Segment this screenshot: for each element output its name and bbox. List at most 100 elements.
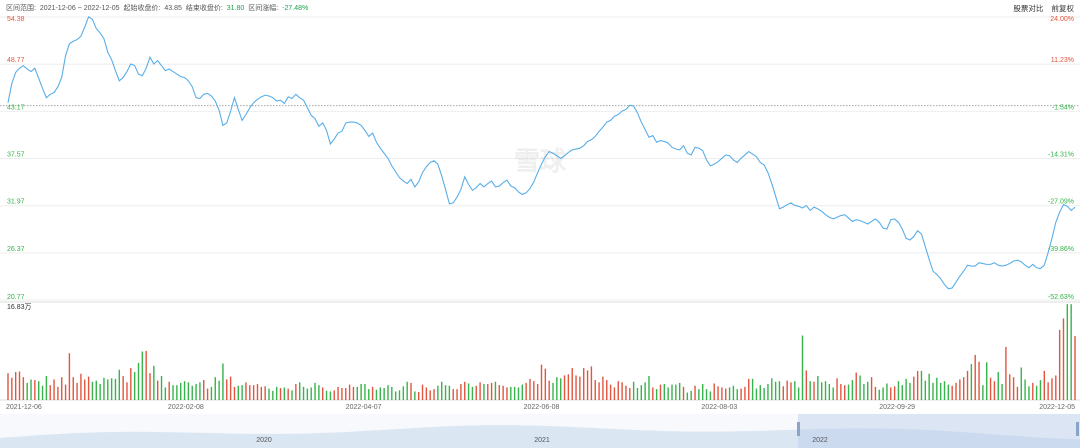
- volume-bar: [295, 384, 297, 400]
- volume-bar: [613, 387, 616, 400]
- volume-bar: [936, 377, 938, 400]
- volume-bar: [617, 381, 619, 400]
- price-tick-label: 31.97: [7, 199, 25, 206]
- volume-bar: [187, 382, 190, 400]
- volume-bar: [970, 364, 973, 400]
- volume-bar: [456, 389, 458, 400]
- volume-bar: [913, 376, 915, 400]
- volume-bar: [506, 387, 508, 400]
- volume-bar: [859, 375, 861, 400]
- volume-bar: [41, 385, 44, 400]
- volume-bar: [322, 387, 324, 400]
- date-axis: 2021-12-06 2022-02-08 2022-04-07 2022-06-08…: [6, 404, 1075, 411]
- volume-bar: [1024, 379, 1026, 400]
- volume-bar: [490, 382, 493, 400]
- volume-bar: [525, 382, 527, 400]
- volume-bar: [682, 386, 685, 400]
- volume-bar: [460, 384, 462, 400]
- volume-bar: [1012, 377, 1015, 400]
- volume-bar: [824, 381, 827, 400]
- volume-bar: [475, 385, 477, 400]
- volume-bar: [429, 390, 431, 400]
- volume-bar: [813, 381, 815, 400]
- volume-bar: [391, 386, 393, 400]
- price-volume-chart[interactable]: 雪球 54.38 48.77 43.17 37.57 31.97 26.37 20.77 2…: [0, 0, 1080, 414]
- volume-bar: [962, 377, 965, 400]
- volume-bar: [72, 377, 74, 400]
- navigator-left-handle[interactable]: [797, 422, 800, 436]
- volume-bar: [176, 385, 178, 400]
- volume-bar: [314, 382, 316, 400]
- volume-bar: [947, 384, 950, 400]
- volume-bar: [836, 378, 838, 400]
- percent-tick-label: -27.09%: [1048, 199, 1074, 206]
- volume-bar: [379, 387, 381, 400]
- volume-bar: [49, 385, 51, 400]
- volume-bar: [671, 384, 673, 400]
- volume-bar: [1001, 384, 1003, 400]
- volume-bar: [306, 388, 309, 400]
- percent-axis: 24.00% 11.23% -1.54% -14.31% -27.09% -39.86% -…: [1048, 16, 1074, 301]
- volume-bar: [529, 378, 531, 400]
- percent-tick-label: -52.63%: [1048, 294, 1074, 301]
- forward-adjust-button[interactable]: 前复权: [1051, 4, 1075, 13]
- volume-bar: [801, 335, 804, 400]
- volume-bar: [905, 378, 907, 400]
- volume-bar: [959, 379, 961, 400]
- volume-bar: [137, 362, 140, 400]
- navigator-right-handle[interactable]: [1076, 422, 1079, 436]
- volume-bar: [790, 382, 792, 400]
- volume-bar: [997, 372, 999, 400]
- volume-bar: [406, 381, 408, 400]
- volume-bar: [26, 382, 28, 400]
- volume-bar: [521, 384, 524, 400]
- navigator-year-labels: 2020 2021 2022: [256, 437, 828, 444]
- date-tick-label: 2021-12-06: [6, 404, 42, 411]
- volume-bar: [126, 382, 128, 400]
- volume-bar: [414, 391, 416, 400]
- volume-bar: [820, 382, 823, 400]
- volume-bar: [717, 386, 719, 400]
- date-tick-label: 2022-09-29: [879, 404, 915, 411]
- volume-bar: [133, 372, 136, 400]
- volume-bar: [513, 386, 516, 400]
- volume-bar: [548, 380, 550, 400]
- volume-bar: [667, 387, 669, 400]
- volume-bar: [214, 377, 216, 400]
- percent-tick-label: -14.31%: [1048, 152, 1074, 159]
- volume-bar: [337, 386, 339, 400]
- volume-bar: [494, 381, 497, 400]
- volume-bar: [1032, 382, 1034, 400]
- volume-bar: [341, 388, 343, 400]
- volume-bar: [141, 351, 144, 400]
- start-close-value: 43.85: [164, 5, 182, 12]
- volume-bar: [533, 381, 535, 400]
- volume-bar: [256, 384, 259, 400]
- volume-bar: [767, 384, 769, 400]
- volume-bar: [629, 388, 631, 400]
- volume-bar: [268, 388, 270, 400]
- volume-bar: [264, 386, 266, 400]
- volume-bar: [61, 377, 63, 400]
- stock-compare-button[interactable]: 股票对比: [1013, 4, 1044, 13]
- navigator-selection[interactable]: [798, 414, 1080, 448]
- volume-bar: [652, 387, 654, 400]
- volume-bar: [272, 390, 274, 400]
- volume-bar: [487, 384, 489, 400]
- price-tick-label: 20.77: [7, 294, 25, 301]
- volume-bar: [394, 391, 397, 400]
- volume-bar: [886, 383, 888, 400]
- volume-bar: [437, 385, 439, 400]
- volume-bar: [195, 384, 197, 400]
- volume-bar: [517, 387, 520, 400]
- volume-bar: [882, 387, 884, 400]
- volume-bar: [552, 382, 554, 400]
- range-navigator[interactable]: 2020 2021 2022: [0, 414, 1080, 448]
- volume-bar: [375, 389, 378, 400]
- volume-bar: [368, 389, 370, 400]
- volume-bar: [441, 381, 443, 400]
- volume-bar: [782, 386, 784, 400]
- volume-bar: [755, 388, 758, 400]
- volume-bar: [76, 382, 78, 400]
- volume-bars: [7, 304, 1076, 400]
